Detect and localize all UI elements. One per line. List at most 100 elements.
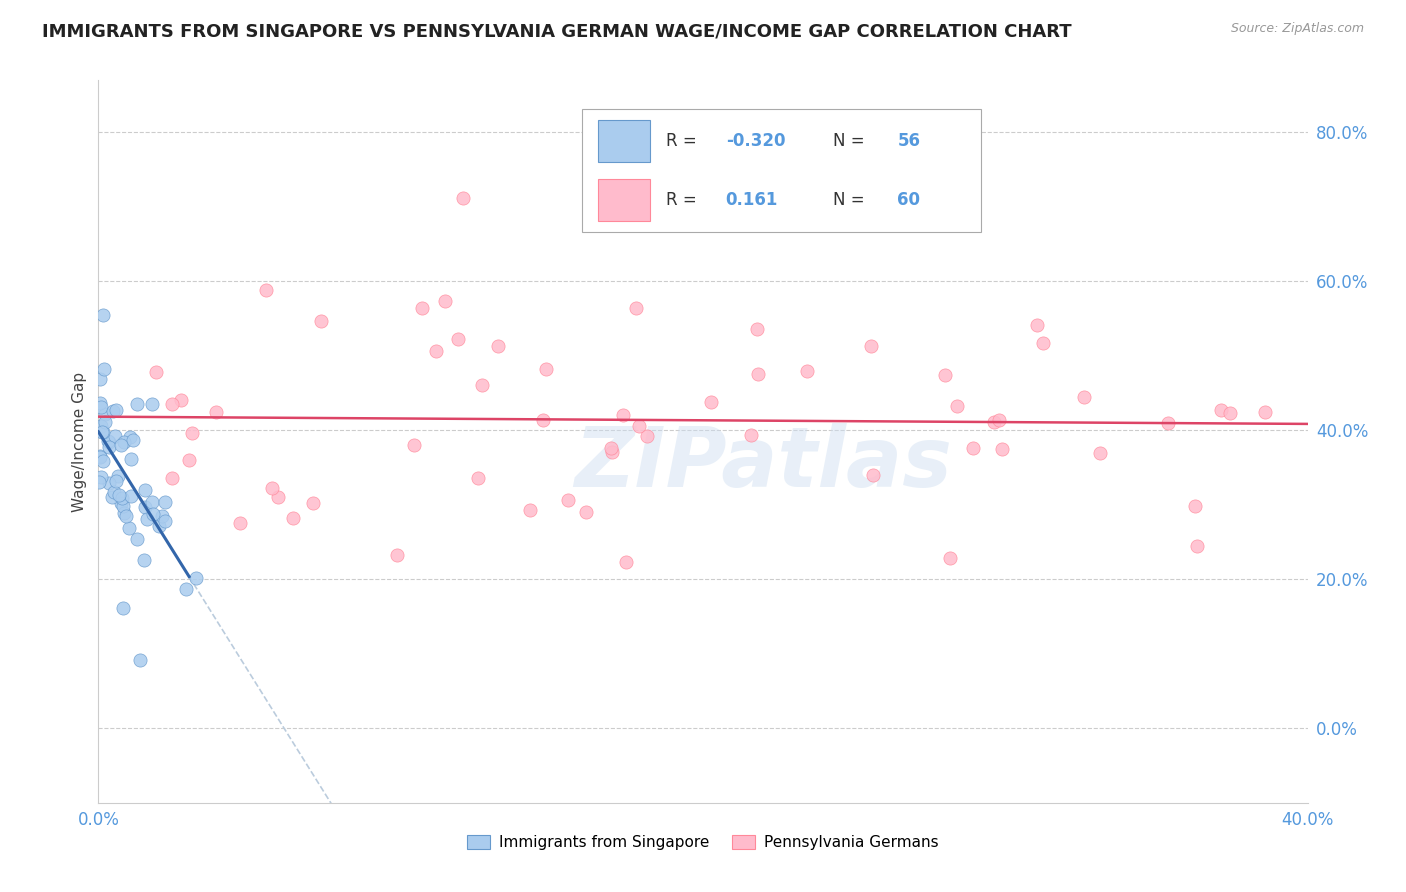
Point [141,397,163,411]
Point [145,365,167,379]
Point [120,489,142,503]
Point [112,435,135,450]
Point [93,361,115,376]
Point [91,454,114,468]
Point [89,450,111,464]
Point [89,372,111,386]
Point [699,395,721,409]
Point [229,516,252,531]
Point [150,508,173,523]
Point [153,495,176,509]
Point [110,496,132,510]
Point [160,471,183,485]
Point [536,362,558,376]
Point [111,491,134,505]
Point [186,571,208,585]
Point [134,500,156,514]
Point [110,438,132,452]
Point [135,512,157,526]
Point [1254,405,1277,419]
Point [988,413,1011,427]
Point [939,551,962,566]
Point [104,428,127,442]
Point [447,332,470,346]
Point [1157,416,1180,430]
Point [112,506,135,520]
Point [519,502,541,516]
Point [98,475,121,490]
Point [121,433,143,447]
Point [91,425,114,439]
Point [267,491,290,505]
Point [636,429,658,443]
Point [153,514,176,528]
Point [991,442,1014,456]
Point [107,469,129,483]
Point [451,191,474,205]
Point [89,475,111,490]
Point [103,485,125,500]
Point [1073,390,1095,404]
Point [486,339,509,353]
Point [301,496,323,510]
Point [624,301,647,315]
Point [134,483,156,498]
Point [112,601,135,615]
Point [745,321,768,335]
Point [97,434,120,449]
Point [1088,446,1111,460]
Point [101,490,124,504]
Point [467,471,489,485]
Point [1026,318,1049,332]
Text: IMMIGRANTS FROM SINGAPORE VS PENNSYLVANIA GERMAN WAGE/INCOME GAP CORRELATION CHA: IMMIGRANTS FROM SINGAPORE VS PENNSYLVANI… [42,22,1071,40]
Point [600,445,623,459]
Point [89,395,111,409]
Point [557,493,579,508]
Point [627,419,650,434]
Point [531,412,554,426]
Point [177,453,200,467]
Point [859,338,882,352]
Point [97,441,120,455]
Point [309,314,332,328]
Point [1184,499,1206,513]
Point [385,548,408,562]
Point [120,451,142,466]
Point [1219,406,1241,420]
Text: Source: ZipAtlas.com: Source: ZipAtlas.com [1230,22,1364,36]
Point [141,495,163,509]
Point [125,396,148,410]
Point [90,419,112,434]
Point [181,425,204,440]
Legend: Immigrants from Singapore, Pennsylvania Germans: Immigrants from Singapore, Pennsylvania … [461,830,945,856]
Point [411,301,433,315]
Point [118,521,141,535]
Point [93,308,115,322]
Point [471,377,494,392]
Point [120,430,142,444]
Point [1211,403,1233,417]
Point [796,364,818,378]
Point [575,505,598,519]
Point [862,468,884,483]
Text: ZIPatlas: ZIPatlas [575,423,952,504]
Point [142,507,165,521]
Point [740,428,762,442]
Point [600,441,623,455]
Point [170,393,193,408]
Point [747,367,769,381]
Point [90,400,112,414]
Point [89,450,111,464]
Point [945,399,967,413]
Point [91,425,114,439]
Point [983,415,1005,429]
Point [148,519,170,533]
Point [132,552,155,566]
Point [433,293,456,308]
Point [90,470,112,484]
Y-axis label: Wage/Income Gap: Wage/Income Gap [72,371,87,512]
Point [125,533,148,547]
Point [98,434,121,449]
Point [1185,539,1208,553]
Point [254,283,277,297]
